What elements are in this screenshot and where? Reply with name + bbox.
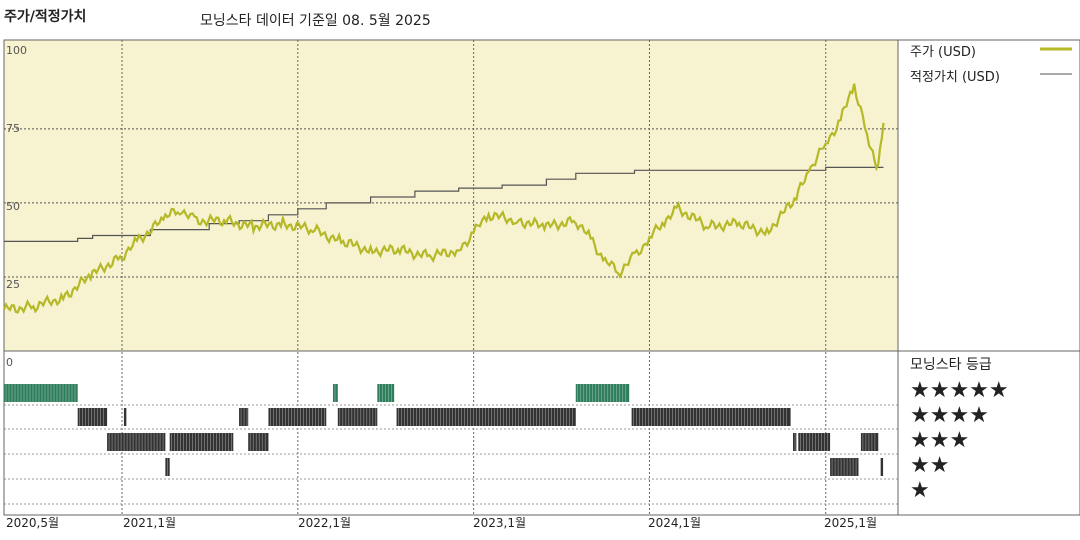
rating-4-star-period — [77, 408, 108, 426]
chart-frame — [3, 39, 1080, 516]
x-tick-label: 2025,1월 — [824, 516, 878, 530]
x-tick-label: 2023,1월 — [473, 516, 527, 530]
fair-value-series — [4, 166, 884, 242]
rating-4-star-period — [123, 408, 127, 426]
fair-value-line — [4, 166, 884, 242]
y-tick-100: 100 — [6, 44, 27, 57]
rating-3-stars: ★★★ — [910, 428, 970, 453]
rating-5-star-period — [575, 384, 630, 402]
data-date-subtitle: 모닝스타 데이터 기준일 08. 5월 2025 — [200, 13, 431, 29]
rating-4-star-period — [396, 408, 576, 426]
rating-4-star-period — [239, 408, 249, 426]
rating-5-stars: ★★★★★ — [910, 378, 1009, 403]
rating-2-star-period — [880, 458, 884, 476]
rating-4-stars: ★★★★ — [910, 403, 989, 428]
rating-3-star-period — [860, 433, 879, 451]
chart-title: 주가/적정가치 — [4, 9, 87, 25]
rating-5-star-period — [332, 384, 338, 402]
x-tick-label: 2021,1월 — [123, 516, 177, 530]
rating-5-star-period — [377, 384, 395, 402]
legend-fair-label: 적정가치 (USD) — [910, 70, 1000, 85]
y-tick-50: 50 — [6, 200, 20, 213]
price-panel-background — [4, 40, 898, 351]
rating-1-star: ★ — [910, 478, 930, 503]
rating-history — [4, 384, 884, 476]
chart-grid — [4, 40, 898, 515]
x-tick-label: 2024,1월 — [648, 516, 702, 530]
rating-panel-title: 모닝스타 등급 — [910, 357, 992, 373]
rating-2-stars: ★★ — [910, 453, 950, 478]
price-line — [2, 83, 885, 315]
rating-4-star-period — [631, 408, 791, 426]
x-tick-label: 2022,1월 — [298, 516, 352, 530]
y-tick-75: 75 — [6, 122, 20, 135]
x-tick-label: 2020,5월 — [6, 516, 60, 530]
legend-price-label: 주가 (USD) — [910, 45, 976, 60]
price-series — [2, 83, 885, 315]
y-tick-25: 25 — [6, 278, 20, 291]
y-tick-0: 0 — [6, 356, 13, 369]
rating-3-star-period — [792, 433, 797, 451]
rating-5-star-period — [4, 384, 78, 402]
